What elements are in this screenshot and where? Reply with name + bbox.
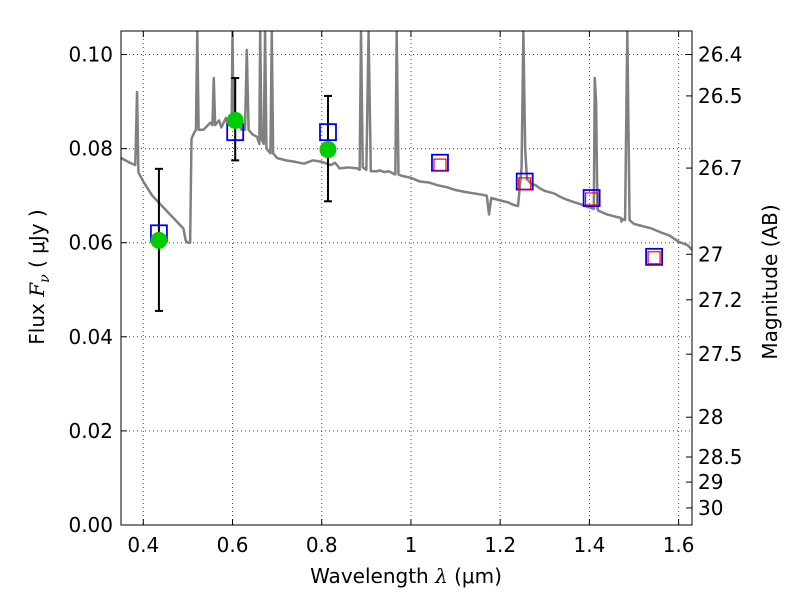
fit-square-marker bbox=[518, 177, 532, 191]
right-tick-label: 26.7 bbox=[698, 156, 743, 180]
right-tick-label: 28.5 bbox=[698, 445, 743, 469]
fit-square-marker bbox=[433, 158, 447, 172]
right-tick-label: 27 bbox=[698, 242, 723, 266]
ticks: 0.4 0.6 0.8 1 1.2 1.4 1.6 0.00 0.02 0.04 0.06 0.08 0… bbox=[68, 31, 743, 557]
x-tick-label: 1.4 bbox=[573, 533, 605, 557]
right-tick-label: 26.4 bbox=[698, 42, 743, 66]
right-tick-label: 29 bbox=[698, 470, 723, 494]
model-square-marker bbox=[319, 123, 337, 142]
model-square-marker bbox=[582, 189, 601, 207]
y-axis-label-right: Magnitude (AB) bbox=[758, 204, 782, 359]
right-tick-label: 27.5 bbox=[698, 342, 743, 366]
x-tick-label: 1 bbox=[405, 533, 418, 557]
y-tick-label: 0.08 bbox=[68, 137, 113, 161]
right-tick-label: 30 bbox=[698, 496, 723, 520]
observed-point-marker bbox=[150, 231, 168, 249]
x-tick-label: 0.8 bbox=[306, 533, 338, 557]
observed-point-marker bbox=[226, 111, 244, 129]
y-tick-label: 0.10 bbox=[68, 43, 113, 67]
x-tick-label: 0.4 bbox=[127, 533, 159, 557]
y-tick-label: 0.02 bbox=[68, 419, 113, 443]
y-tick-label: 0.04 bbox=[68, 325, 113, 349]
right-tick-label: 27.2 bbox=[698, 288, 743, 312]
x-tick-label: 1.2 bbox=[484, 533, 516, 557]
right-tick-label: 28 bbox=[698, 405, 723, 429]
plot-frame bbox=[120, 30, 693, 526]
y-axis-label: Flux Fν ( μJy ) bbox=[25, 209, 53, 344]
spectrum-line bbox=[121, 31, 692, 251]
model-square-marker bbox=[645, 247, 663, 266]
fit-square-marker bbox=[647, 251, 661, 265]
x-tick-label: 0.6 bbox=[217, 533, 249, 557]
fit-square-marker bbox=[585, 192, 599, 206]
y-tick-label: 0.06 bbox=[68, 231, 113, 255]
grid bbox=[121, 31, 692, 526]
x-tick-label: 1.6 bbox=[663, 533, 695, 557]
observed-point-marker bbox=[319, 141, 337, 159]
data-layer bbox=[121, 31, 692, 312]
y-tick-label: 0.00 bbox=[68, 513, 113, 537]
right-tick-label: 26.5 bbox=[698, 84, 743, 108]
x-axis-label: Wavelength λ (μm) bbox=[310, 564, 502, 588]
